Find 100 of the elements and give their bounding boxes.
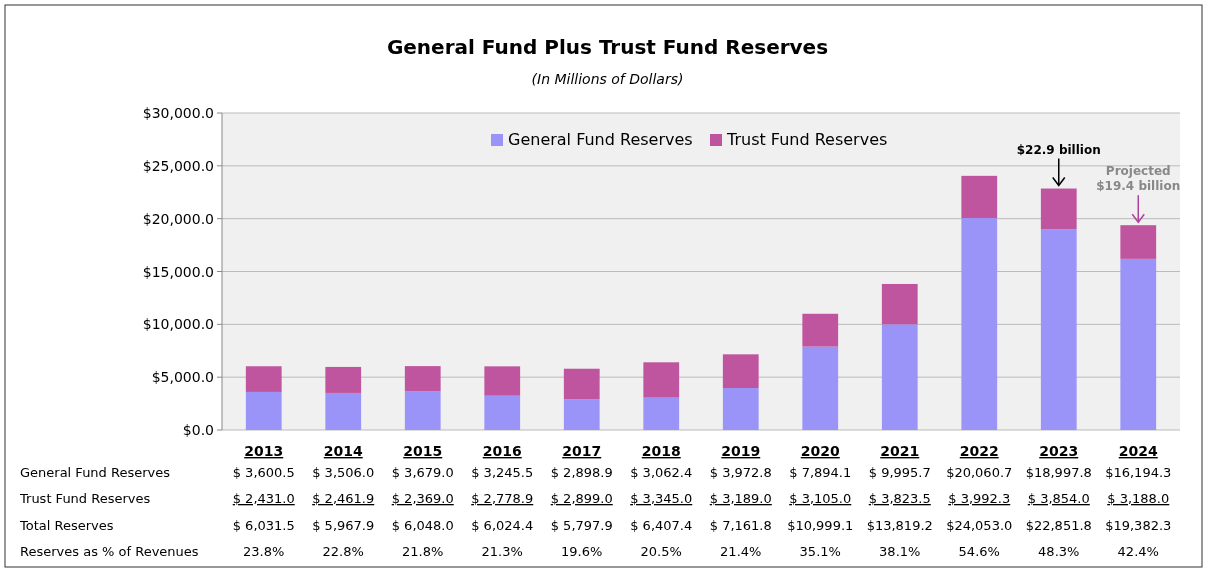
bar bbox=[722, 388, 759, 430]
text: Reserves as % of Revenues bbox=[20, 544, 199, 559]
legend-label: General Fund Reserves bbox=[508, 130, 693, 149]
y-tick-label: $25,000.0 bbox=[142, 157, 214, 174]
data-label: $ 6,031.5 bbox=[232, 518, 295, 533]
data-label: $ 3,992.3 bbox=[948, 491, 1011, 506]
x-tick-label: 2017 bbox=[562, 443, 602, 459]
x-tick-label: 2016 bbox=[482, 443, 522, 459]
data-label: $24,053.0 bbox=[946, 518, 1013, 533]
bar bbox=[961, 218, 998, 430]
bar bbox=[245, 391, 282, 430]
data-label: $ 6,048.0 bbox=[391, 518, 454, 533]
data-label: $ 2,899.0 bbox=[550, 491, 613, 506]
x-tick-label: 2014 bbox=[323, 443, 363, 459]
y-tick-label: $20,000.0 bbox=[142, 210, 214, 227]
bar bbox=[643, 362, 680, 398]
y-tick-label: $0.0 bbox=[182, 422, 214, 438]
bar bbox=[881, 283, 918, 325]
data-label: 35.1% bbox=[799, 544, 841, 559]
data-label: 42.4% bbox=[1117, 544, 1159, 559]
x-tick-label: 2021 bbox=[880, 443, 920, 459]
bar bbox=[484, 366, 521, 396]
bar bbox=[802, 346, 839, 430]
data-label: 21.8% bbox=[402, 544, 444, 559]
data-label: $ 2,898.9 bbox=[550, 465, 613, 480]
data-label: $ 3,188.0 bbox=[1107, 491, 1170, 506]
data-label: $19,382.3 bbox=[1105, 518, 1172, 533]
bar bbox=[563, 399, 600, 430]
annotation: $22.9 billion bbox=[1016, 142, 1101, 157]
bar bbox=[961, 175, 998, 219]
annotation: Projected $19.4 billion bbox=[1096, 164, 1181, 194]
x-tick-label: 2018 bbox=[641, 443, 681, 459]
y-tick-label: $30,000.0 bbox=[142, 105, 214, 121]
data-label: $ 3,105.0 bbox=[789, 491, 852, 506]
data-label: 38.1% bbox=[879, 544, 921, 559]
bar bbox=[1120, 225, 1157, 259]
y-tick-label: $15,000.0 bbox=[142, 263, 214, 280]
data-label: $ 2,461.9 bbox=[312, 491, 375, 506]
data-label: $20,060.7 bbox=[946, 465, 1013, 480]
data-label: $ 3,189.0 bbox=[709, 491, 772, 506]
x-tick-label: 2024 bbox=[1118, 443, 1158, 459]
data-label: $ 6,024.4 bbox=[471, 518, 534, 533]
bar bbox=[245, 366, 282, 392]
data-label: $ 2,369.0 bbox=[391, 491, 454, 506]
data-label: $ 2,778.9 bbox=[471, 491, 534, 506]
data-label: $ 2,431.0 bbox=[232, 491, 295, 506]
bar bbox=[802, 313, 839, 347]
bar bbox=[881, 324, 918, 430]
x-tick-label: 2022 bbox=[959, 443, 999, 459]
x-tick-label: 2023 bbox=[1039, 443, 1079, 459]
data-label: $ 3,506.0 bbox=[312, 465, 375, 480]
chart-title: General Fund Plus Trust Fund Reserves bbox=[386, 35, 829, 59]
bar bbox=[484, 395, 521, 430]
data-label: $ 3,345.0 bbox=[630, 491, 693, 506]
data-label: $ 3,854.0 bbox=[1027, 491, 1090, 506]
bar bbox=[643, 397, 680, 430]
data-label: $ 5,797.9 bbox=[550, 518, 613, 533]
data-label: $22,851.8 bbox=[1025, 518, 1092, 533]
bar bbox=[325, 366, 362, 393]
x-tick-label: 2019 bbox=[721, 443, 761, 459]
text: General Fund Reserves bbox=[20, 465, 171, 480]
data-label: $13,819.2 bbox=[866, 518, 933, 533]
data-label: $ 3,679.0 bbox=[391, 465, 454, 480]
data-label: $ 9,995.7 bbox=[868, 465, 931, 480]
data-label: $ 3,245.5 bbox=[471, 465, 534, 480]
data-label: 22.8% bbox=[322, 544, 364, 559]
data-label: $ 3,972.8 bbox=[709, 465, 772, 480]
text: Total Reserves bbox=[19, 518, 114, 533]
data-label: $ 6,407.4 bbox=[630, 518, 693, 533]
data-label: $18,997.8 bbox=[1025, 465, 1092, 480]
bar bbox=[1040, 188, 1077, 230]
bar bbox=[404, 391, 441, 430]
data-label: $ 7,894.1 bbox=[789, 465, 852, 480]
legend-label: Trust Fund Reserves bbox=[726, 130, 888, 149]
data-label: 54.6% bbox=[958, 544, 1000, 559]
data-label: $ 3,062.4 bbox=[630, 465, 693, 480]
data-label: $10,999.1 bbox=[787, 518, 854, 533]
y-tick-label: $5,000.0 bbox=[151, 369, 214, 386]
data-label: $ 3,600.5 bbox=[232, 465, 295, 480]
data-label: $ 5,967.9 bbox=[312, 518, 375, 533]
data-label: 23.8% bbox=[243, 544, 285, 559]
chart-subtitle: (In Millions of Dollars) bbox=[531, 71, 684, 87]
x-tick-label: 2020 bbox=[800, 443, 840, 459]
bar bbox=[325, 392, 362, 430]
bar bbox=[404, 366, 441, 392]
data-label: 19.6% bbox=[561, 544, 603, 559]
bar bbox=[1040, 229, 1077, 430]
data-label: 48.3% bbox=[1038, 544, 1080, 559]
data-label: $16,194.3 bbox=[1105, 465, 1172, 480]
bar bbox=[563, 368, 600, 400]
data-label: $ 7,161.8 bbox=[709, 518, 772, 533]
data-label: $ 3,823.5 bbox=[868, 491, 931, 506]
data-label: 21.4% bbox=[720, 544, 762, 559]
data-label: 21.3% bbox=[481, 544, 523, 559]
bar bbox=[722, 354, 759, 389]
text: Trust Fund Reserves bbox=[20, 491, 151, 506]
data-label: 20.5% bbox=[640, 544, 682, 559]
x-tick-label: 2015 bbox=[403, 443, 443, 459]
y-tick-label: $10,000.0 bbox=[142, 316, 214, 333]
bar bbox=[1120, 258, 1157, 430]
